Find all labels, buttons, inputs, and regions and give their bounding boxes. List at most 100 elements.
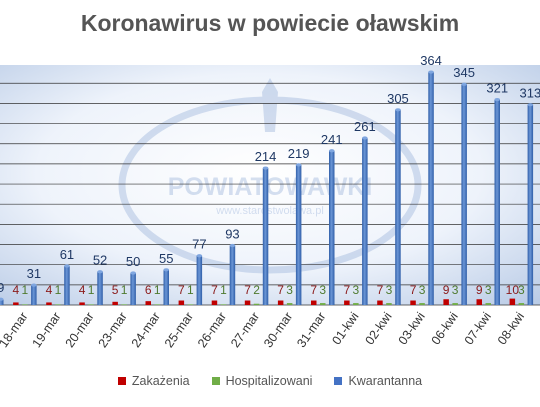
data-label-kwarantanna: 214 (255, 149, 277, 164)
data-label-zakazenia: 7 (410, 283, 417, 297)
bar-zakazenia (178, 300, 185, 305)
bar-hospitalizowani (220, 304, 227, 305)
x-tick-label: 03-kwi (396, 310, 428, 348)
data-label-zakazenia: 7 (244, 283, 251, 297)
data-label-hospitalizowani: 3 (485, 283, 492, 297)
bar-kwarantanna (229, 245, 236, 305)
bar-cap-kwarantanna (329, 149, 335, 153)
data-label-hospitalizowani: 1 (55, 283, 62, 297)
data-label-kwarantanna: 61 (60, 247, 74, 262)
bar-cap-kwarantanna (395, 108, 401, 112)
x-tick-label: 20-mar (63, 310, 97, 350)
bar-hospitalizowani (485, 303, 491, 305)
data-label-hospitalizowani: 3 (319, 283, 326, 297)
legend-label-zakazenia: Zakażenia (131, 374, 190, 388)
bar-cap-kwarantanna (31, 283, 37, 287)
data-label-kwarantanna: 364 (420, 53, 442, 68)
bar-hospitalizowani (154, 304, 160, 305)
bar-hospitalizowani (88, 304, 94, 305)
data-label-hospitalizowani: 1 (154, 283, 161, 297)
x-tick-label: 18-mar (0, 310, 31, 350)
bar-kwarantanna (163, 269, 169, 305)
bar-cap-kwarantanna (461, 82, 467, 86)
data-label-hospitalizowani: 3 (518, 283, 525, 297)
bar-zakazenia (211, 300, 218, 305)
bar-zakazenia (476, 299, 482, 305)
bar-zakazenia (13, 302, 19, 305)
bar-kwarantanna (31, 285, 37, 305)
data-label-kwarantanna: 93 (225, 226, 239, 241)
bar-zakazenia (79, 302, 85, 305)
bar-cap-kwarantanna (229, 243, 236, 248)
bar-zakazenia (277, 300, 284, 305)
data-label-kwarantanna: 31 (27, 266, 41, 281)
data-label-hospitalizowani: 3 (452, 283, 459, 297)
bar-hospitalizowani (121, 304, 127, 305)
data-label-zakazenia: 7 (310, 283, 317, 297)
watermark-text: POWIATOWAWKI (168, 173, 373, 201)
bar-zakazenia (311, 300, 317, 305)
x-tick-label: 26-mar (195, 310, 229, 350)
legend-swatch-kwarantanna (334, 377, 343, 385)
bar-hospitalizowani (419, 303, 425, 305)
bar-hospitalizowani (22, 304, 28, 305)
bar-kwarantanna (295, 164, 302, 305)
bar-hospitalizowani (353, 303, 359, 305)
legend-label-hospitalizowani: Hospitalizowani (225, 374, 313, 388)
x-tick-label: 30-mar (261, 310, 295, 350)
data-label-kwarantanna: 305 (387, 91, 409, 106)
bar-kwarantanna (527, 104, 534, 306)
data-label-kwarantanna: 313 (519, 86, 540, 101)
bar-cap-kwarantanna (262, 166, 269, 170)
bar-kwarantanna (262, 168, 269, 305)
x-tick-label: 19-mar (29, 310, 63, 350)
legend-swatch-hospitalizowani (211, 377, 220, 385)
data-label-kwarantanna: 77 (192, 237, 206, 252)
data-label-hospitalizowani: 2 (253, 283, 260, 297)
bar-cap-kwarantanna (295, 163, 302, 167)
bar-cap-kwarantanna (428, 70, 434, 74)
data-label-hospitalizowani: 1 (88, 283, 95, 297)
data-label-kwarantanna: 345 (453, 65, 475, 80)
bar-hospitalizowani (452, 303, 458, 305)
bar-zakazenia (509, 298, 516, 305)
bar-hospitalizowani (518, 303, 525, 305)
data-label-zakazenia: 7 (377, 283, 384, 297)
data-label-kwarantanna: 9 (0, 280, 4, 295)
bar-cap-kwarantanna (64, 264, 70, 268)
bar-zakazenia (46, 302, 52, 305)
legend-swatch-zakazenia (117, 377, 126, 385)
data-label-hospitalizowani: 1 (121, 283, 128, 297)
bar-zakazenia (443, 299, 449, 305)
bar-cap-kwarantanna (196, 254, 203, 258)
data-label-hospitalizowani: 1 (220, 283, 227, 297)
bar-cap-kwarantanna (362, 136, 368, 140)
legend-label-kwarantanna: Kwarantanna (348, 374, 423, 388)
data-label-hospitalizowani: 3 (286, 283, 293, 297)
bar-zakazenia (145, 301, 151, 305)
data-label-zakazenia: 9 (443, 283, 450, 297)
x-tick-label: 02-kwi (362, 310, 394, 348)
x-tick-label: 23-mar (96, 310, 130, 350)
bar-zakazenia (244, 300, 251, 305)
bar-hospitalizowani (286, 303, 293, 305)
data-label-kwarantanna: 321 (486, 81, 508, 96)
bar-cap-kwarantanna (130, 271, 136, 275)
bar-kwarantanna (196, 255, 203, 305)
x-tick-label: 06-kwi (429, 310, 461, 348)
data-label-kwarantanna: 55 (159, 251, 173, 266)
bar-kwarantanna (64, 265, 70, 305)
bar-kwarantanna (395, 109, 401, 305)
legend-item-zakazenia: Zakażenia (117, 374, 190, 388)
data-label-zakazenia: 4 (46, 283, 53, 297)
data-label-hospitalizowani: 1 (22, 283, 29, 297)
data-label-zakazenia: 7 (178, 283, 185, 297)
bar-kwarantanna (428, 72, 434, 305)
legend-item-kwarantanna: Kwarantanna (334, 374, 422, 388)
data-label-zakazenia: 4 (79, 283, 86, 297)
bar-cap-kwarantanna (0, 297, 4, 301)
bar-kwarantanna (329, 150, 335, 305)
bar-cap-kwarantanna (527, 103, 534, 107)
x-tick-label: 08-kwi (495, 310, 527, 348)
